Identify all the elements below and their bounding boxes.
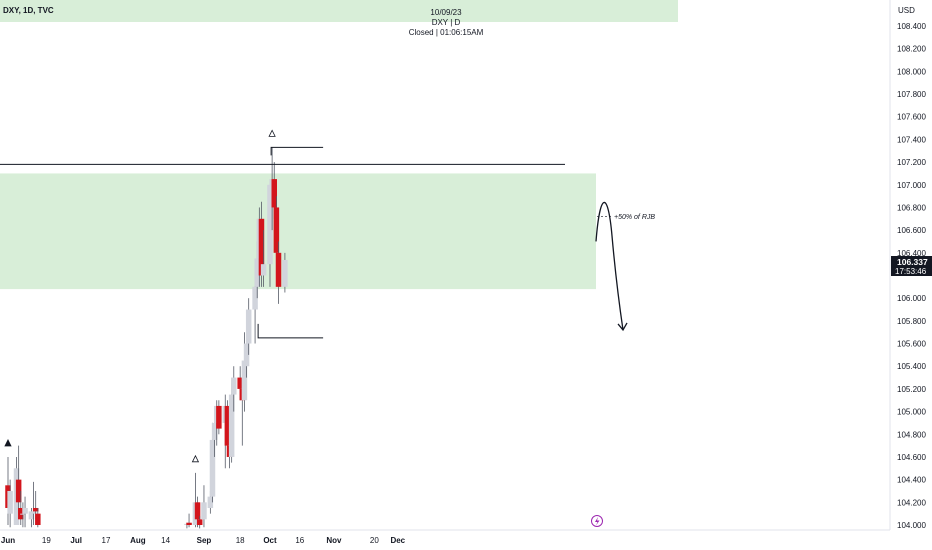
candle-body xyxy=(245,309,252,344)
bar-countdown: 17:53:46 xyxy=(895,267,927,276)
price-tick-label: 107.600 xyxy=(897,113,926,122)
time-tick-label: 17 xyxy=(102,536,111,545)
price-tick-label: 105.000 xyxy=(897,408,926,417)
candle-body xyxy=(15,479,22,503)
price-tick-label: 108.200 xyxy=(897,45,926,54)
candle-body xyxy=(207,496,214,508)
price-tick-label: 107.800 xyxy=(897,90,926,99)
candle-body xyxy=(186,522,192,525)
candle-body xyxy=(30,511,37,514)
forecast-arrowhead xyxy=(617,322,628,332)
candle-body xyxy=(267,184,273,265)
price-tick-label: 104.400 xyxy=(897,476,926,485)
price-tick-label: 107.000 xyxy=(897,181,926,190)
candle-body xyxy=(252,286,258,310)
forecast-arrow[interactable] xyxy=(595,201,624,331)
currency-label: USD xyxy=(898,6,915,15)
price-tick-label: 105.400 xyxy=(897,362,926,371)
candle-body xyxy=(196,519,203,525)
header-band xyxy=(0,0,678,22)
price-tick-label: 107.200 xyxy=(897,158,926,167)
current-price-badge xyxy=(891,256,932,276)
time-tick-label: Sep xyxy=(197,536,212,545)
candle-body xyxy=(22,507,28,514)
candle-body xyxy=(7,490,13,514)
price-tick-label: 107.400 xyxy=(897,135,926,144)
price-tick-label: 106.800 xyxy=(897,203,926,212)
price-tick-label: 105.600 xyxy=(897,340,926,349)
rjb-label: +50% of RJB xyxy=(614,214,655,221)
time-tick-label: Nov xyxy=(326,536,342,545)
hollow-triangle-marker xyxy=(191,454,200,463)
time-tick-label: 18 xyxy=(236,536,245,545)
candle-body xyxy=(243,343,250,367)
candle-body xyxy=(28,511,35,520)
time-axis[interactable]: Jun 19 Jul 17 Aug 14 Sep 18 Oct 16 Nov 20 Dec xyxy=(1,536,406,545)
price-tick-label: 108.000 xyxy=(897,67,926,76)
candle-body xyxy=(35,513,41,525)
current-price: 106.337 xyxy=(897,257,928,267)
settings-gear-icon[interactable] xyxy=(916,536,932,550)
candle-body xyxy=(211,422,218,440)
price-tick-label: 104.200 xyxy=(897,498,926,507)
price-tick-label: 105.800 xyxy=(897,317,926,326)
candle-body xyxy=(258,218,265,276)
price-tick-label: 104.600 xyxy=(897,453,926,462)
symbol-title: DXY, 1D, TVC xyxy=(3,6,54,15)
time-tick-label: 14 xyxy=(161,536,170,545)
time-tick-label: Aug xyxy=(130,536,146,545)
candle-body xyxy=(271,179,277,208)
candle-body xyxy=(20,513,26,515)
time-tick-label: Dec xyxy=(390,536,405,545)
price-tick-label: 105.200 xyxy=(897,385,926,394)
hollow-triangle-marker xyxy=(268,129,276,137)
candles-layer xyxy=(5,147,288,529)
price-tick-label: 106.400 xyxy=(897,249,926,258)
candle-body xyxy=(228,394,235,457)
price-tick-label: 108.400 xyxy=(897,22,926,31)
candle-body xyxy=(282,259,288,287)
price-axis[interactable]: 108.400 108.200 108.000 107.800 107.600 107.4… xyxy=(897,22,926,530)
candle-body xyxy=(209,439,216,497)
price-tick-label: 106.000 xyxy=(897,294,926,303)
candle-body xyxy=(201,502,207,520)
candle-body xyxy=(237,377,243,389)
time-tick-label: 20 xyxy=(370,536,379,545)
candle-body xyxy=(224,405,231,446)
time-tick-label: Oct xyxy=(263,536,277,545)
header-date: 10/09/23 xyxy=(430,8,462,17)
time-tick-label: Jun xyxy=(1,536,15,545)
lightning-icon[interactable] xyxy=(591,515,603,527)
candle-body xyxy=(241,360,248,401)
candle-body xyxy=(216,405,222,429)
candle-body xyxy=(231,377,237,395)
candle-body xyxy=(18,507,24,520)
candle-body xyxy=(194,502,201,520)
drawings-layer: +50% of RJB xyxy=(0,146,655,339)
range-bracket[interactable] xyxy=(257,146,324,339)
candle-body xyxy=(254,258,260,287)
price-tick-label: 104.800 xyxy=(897,430,926,439)
header-ticker: DXY | D xyxy=(432,18,461,27)
time-tick-label: Jul xyxy=(70,536,82,545)
time-tick-label: 16 xyxy=(295,536,304,545)
price-tick-label: 104.000 xyxy=(897,521,926,530)
markers-layer xyxy=(4,129,276,463)
price-tick-label: 106.600 xyxy=(897,226,926,235)
filled-triangle-marker xyxy=(4,439,12,447)
candle-body xyxy=(260,264,267,276)
candle-body xyxy=(273,207,280,253)
price-zone[interactable] xyxy=(0,173,596,290)
header-status: Closed | 01:06:15AM xyxy=(409,28,484,37)
candle-body xyxy=(32,507,39,512)
time-tick-label: 19 xyxy=(42,536,51,545)
candle-body xyxy=(275,252,282,287)
